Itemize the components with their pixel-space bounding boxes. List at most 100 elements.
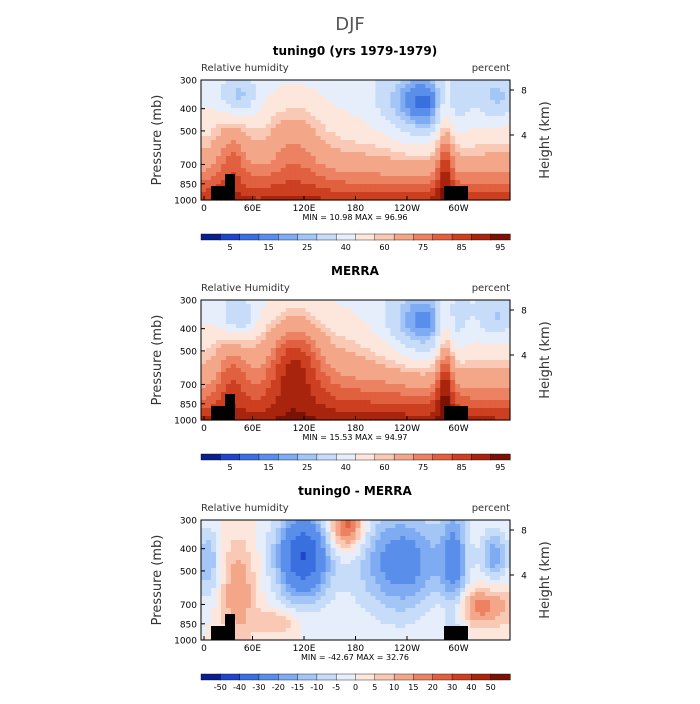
heatmap-cell (256, 80, 262, 85)
heatmap-cell (390, 324, 396, 329)
heatmap-cell (351, 400, 357, 405)
heatmap-cell (445, 396, 451, 401)
heatmap-cell (351, 360, 357, 365)
heatmap-cell (251, 384, 257, 389)
heatmap-cell (440, 88, 446, 93)
heatmap-cell (490, 160, 496, 165)
heatmap-cell (430, 128, 436, 133)
heatmap-cell (480, 344, 486, 349)
heatmap-cell (336, 112, 342, 117)
heatmap-cell (241, 576, 247, 581)
heatmap-cell (251, 308, 257, 313)
heatmap-cell (276, 544, 282, 549)
heatmap-cell (445, 532, 451, 537)
heatmap-cell (420, 360, 426, 365)
heatmap-cell (336, 400, 342, 405)
heatmap-cell (211, 312, 217, 317)
heatmap-cell (380, 140, 386, 145)
heatmap-cell (390, 148, 396, 153)
heatmap-cell (440, 312, 446, 317)
heatmap-cell (425, 160, 431, 165)
heatmap-cell (256, 88, 262, 93)
heatmap-cell (256, 576, 262, 581)
heatmap-cell (331, 152, 337, 157)
heatmap-cell (271, 520, 277, 525)
heatmap-cell (306, 584, 312, 589)
colorbar-swatch (201, 454, 221, 460)
heatmap-cell (261, 548, 267, 553)
heatmap-cell (365, 136, 371, 141)
heatmap-cell (281, 580, 287, 585)
heatmap-cell (405, 312, 411, 317)
heatmap-cell (415, 400, 421, 405)
heatmap-cell (346, 336, 352, 341)
heatmap-cell (241, 184, 247, 189)
heatmap-cell (306, 104, 312, 109)
heatmap-cell (316, 348, 322, 353)
heatmap-cell (415, 300, 421, 305)
heatmap-cell (211, 116, 217, 121)
heatmap-cell (440, 548, 446, 553)
heatmap-cell (470, 140, 476, 145)
heatmap-cell (370, 528, 376, 533)
heatmap-cell (241, 320, 247, 325)
heatmap-cell (311, 388, 317, 393)
heatmap-cell (360, 576, 366, 581)
heatmap-cell (321, 332, 327, 337)
heatmap-cell (480, 112, 486, 117)
heatmap-cell (465, 324, 471, 329)
heatmap-cell (281, 364, 287, 369)
heatmap-cell (291, 556, 297, 561)
heatmap-cell (336, 128, 342, 133)
heatmap-cell (246, 312, 252, 317)
heatmap-cell (440, 144, 446, 149)
heatmap-cell (336, 368, 342, 373)
heatmap-cell (296, 96, 302, 101)
heatmap-cell (365, 548, 371, 553)
heatmap-cell (271, 324, 277, 329)
heatmap-cell (231, 120, 237, 125)
heatmap-cell (346, 324, 352, 329)
heatmap-cell (490, 168, 496, 173)
heatmap-cell (231, 160, 237, 165)
heatmap-cell (475, 404, 481, 409)
heatmap-cell (206, 548, 212, 553)
heatmap-cell (326, 588, 332, 593)
heatmap-cell (241, 84, 247, 89)
heatmap-cell (226, 88, 232, 93)
heatmap-cell (385, 404, 391, 409)
heatmap-cell (286, 88, 292, 93)
heatmap-cell (365, 412, 371, 417)
heatmap-cell (341, 324, 347, 329)
heatmap-cell (311, 332, 317, 337)
heatmap-cell (271, 364, 277, 369)
heatmap-cell (435, 300, 441, 305)
heatmap-cell (415, 88, 421, 93)
heatmap-cell (495, 160, 501, 165)
heatmap-cell (311, 528, 317, 533)
heatmap-cell (460, 536, 466, 541)
heatmap-cell (266, 112, 272, 117)
heatmap-cell (201, 136, 207, 141)
heatmap-cell (296, 88, 302, 93)
heatmap-cell (211, 520, 217, 525)
heatmap-cell (206, 532, 212, 537)
heatmap-cell (211, 348, 217, 353)
heatmap-cell (400, 80, 406, 85)
heatmap-cell (271, 356, 277, 361)
heatmap-cell (380, 400, 386, 405)
heatmap-cell (410, 340, 416, 345)
colorbar-swatch (317, 454, 337, 460)
heatmap-cell (430, 160, 436, 165)
heatmap-cell (306, 548, 312, 553)
heatmap-cell (201, 172, 207, 177)
heatmap-cell (206, 536, 212, 541)
heatmap-cell (455, 564, 461, 569)
heatmap-cell (281, 192, 287, 197)
heatmap-cell (351, 160, 357, 165)
heatmap-cell (291, 172, 297, 177)
heatmap-cell (211, 304, 217, 309)
heatmap-cell (236, 548, 242, 553)
heatmap-cell (415, 316, 421, 321)
heatmap-cell (405, 396, 411, 401)
